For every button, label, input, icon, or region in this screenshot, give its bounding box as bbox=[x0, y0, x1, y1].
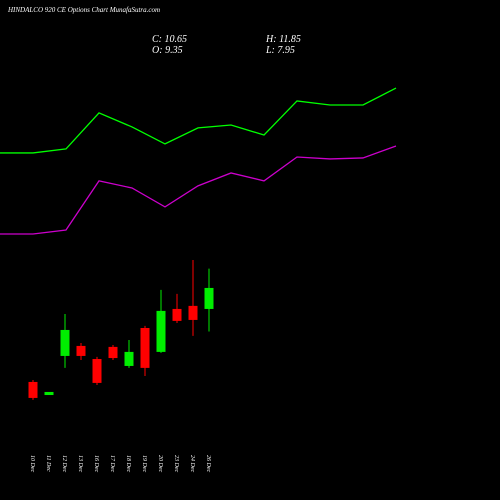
indicator-line bbox=[0, 87, 397, 154]
indicator-line bbox=[0, 145, 397, 235]
x-tick-label: 16 Dec bbox=[93, 455, 99, 472]
candle-body bbox=[28, 381, 38, 398]
x-tick-label: 10 Dec bbox=[29, 455, 35, 472]
candle-body bbox=[92, 359, 102, 383]
ohlc-readout: L: 7.95 bbox=[265, 45, 295, 56]
x-tick-label: 13 Dec bbox=[77, 455, 83, 472]
candle-body bbox=[108, 346, 118, 359]
candle-body bbox=[76, 345, 86, 356]
ohlc-readout: C: 10.65 bbox=[152, 34, 187, 45]
chart-title: HINDALCO 920 CE Options Chart MunafaSutr… bbox=[7, 6, 160, 14]
ohlc-value: 7.95 bbox=[277, 45, 295, 56]
ohlc-value: 9.35 bbox=[165, 45, 183, 56]
ohlc-readout: O: 9.35 bbox=[152, 45, 183, 56]
candle-body bbox=[188, 305, 198, 320]
x-tick-label: 26 Dec bbox=[205, 455, 211, 472]
ohlc-label: L: bbox=[265, 45, 275, 56]
ohlc-readout: H: 11.85 bbox=[265, 34, 301, 45]
ohlc-label: C: bbox=[152, 34, 162, 45]
x-tick-label: 23 Dec bbox=[173, 455, 179, 472]
ohlc-label: H: bbox=[265, 34, 277, 45]
ohlc-label: O: bbox=[152, 45, 163, 56]
x-tick-label: 24 Dec bbox=[189, 455, 196, 472]
ohlc-value: 10.65 bbox=[165, 34, 188, 45]
candle-body bbox=[172, 308, 182, 321]
candle-body bbox=[156, 310, 166, 352]
candle-body bbox=[204, 287, 214, 309]
x-tick-label: 12 Dec bbox=[61, 455, 67, 472]
candle-body bbox=[60, 329, 70, 356]
x-tick-label: 18 Dec bbox=[125, 455, 131, 472]
ohlc-value: 11.85 bbox=[279, 34, 301, 45]
candle-body bbox=[140, 328, 150, 368]
candle-body bbox=[124, 351, 134, 366]
x-tick-label: 17 Dec bbox=[109, 455, 115, 472]
candle-body bbox=[44, 391, 54, 396]
x-tick-label: 11 Dec bbox=[45, 455, 51, 472]
x-tick-label: 19 Dec bbox=[141, 455, 147, 472]
x-tick-label: 20 Dec bbox=[157, 455, 163, 472]
